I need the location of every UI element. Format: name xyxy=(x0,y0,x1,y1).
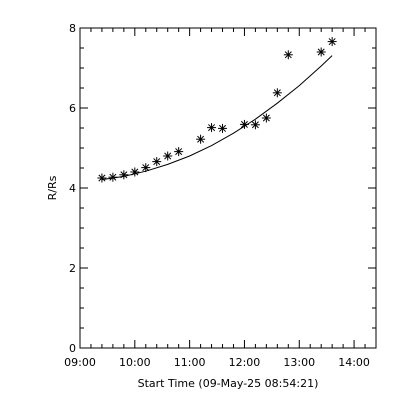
data-points xyxy=(97,37,337,183)
data-point xyxy=(119,170,129,180)
y-tick-label: 8 xyxy=(69,22,76,35)
data-point xyxy=(207,123,217,133)
x-tick-label: 10:00 xyxy=(119,356,151,369)
x-tick-label: 12:00 xyxy=(229,356,261,369)
x-tick-label: 09:00 xyxy=(64,356,96,369)
axis-ticks xyxy=(79,27,377,349)
data-point xyxy=(174,147,184,157)
x-tick-label: 11:00 xyxy=(174,356,206,369)
x-tick-label: 13:00 xyxy=(283,356,315,369)
x-axis-label: Start Time (09-May-25 08:54:21) xyxy=(138,377,319,390)
data-point xyxy=(152,157,162,167)
data-point xyxy=(108,172,118,182)
data-point xyxy=(283,50,293,60)
data-point xyxy=(239,119,249,129)
data-point xyxy=(130,167,140,177)
data-point xyxy=(261,113,271,123)
y-tick-label: 4 xyxy=(69,182,76,195)
x-tick-label: 14:00 xyxy=(338,356,370,369)
data-point xyxy=(327,37,337,47)
x-tick-labels: 09:00 10:00 11:00 12:00 13:00 14:00 xyxy=(64,356,370,369)
y-tick-label: 2 xyxy=(69,262,76,275)
data-point xyxy=(141,163,151,173)
y-tick-label: 6 xyxy=(69,102,76,115)
plot-frame xyxy=(79,27,377,349)
data-point xyxy=(316,47,326,57)
data-point xyxy=(196,134,206,144)
data-point xyxy=(163,151,173,161)
data-point xyxy=(218,123,228,133)
y-axis-label: R/Rs xyxy=(46,175,59,200)
y-tick-labels: 0 2 4 6 8 xyxy=(69,22,76,355)
data-point xyxy=(272,88,282,98)
fit-curve xyxy=(101,55,333,181)
data-point xyxy=(97,173,107,183)
y-tick-label: 0 xyxy=(69,342,76,355)
data-point xyxy=(250,120,260,130)
